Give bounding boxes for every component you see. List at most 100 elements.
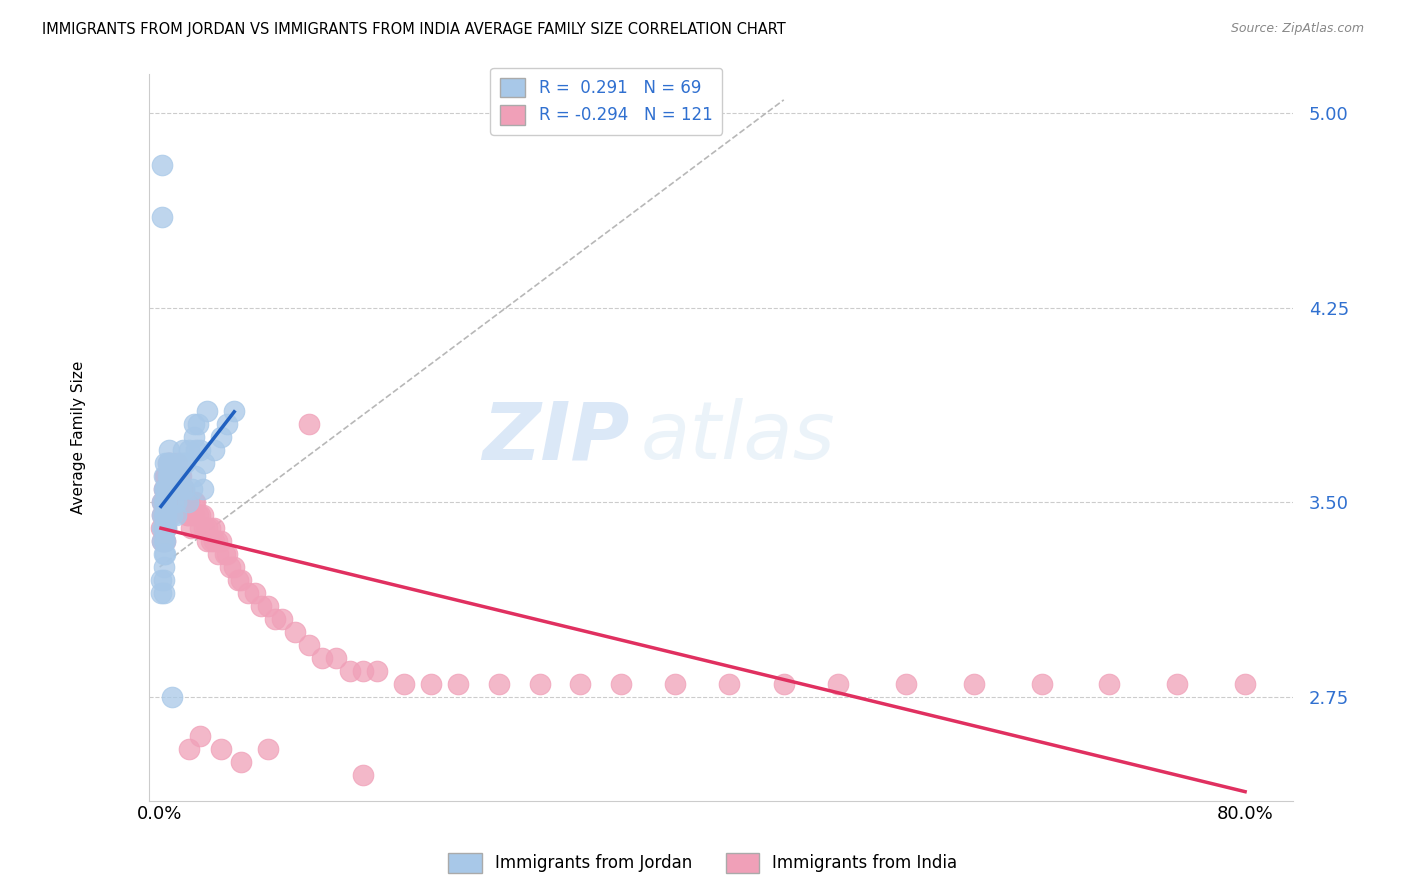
Point: [1166, 677, 1188, 691]
Point: [152, 573, 174, 587]
Text: ZIP: ZIP: [482, 398, 628, 476]
Point: [172, 482, 194, 496]
Point: [152, 469, 174, 483]
Point: [963, 677, 986, 691]
Point: [198, 521, 221, 535]
Point: [160, 690, 183, 704]
Legend: R =  0.291   N = 69, R = -0.294   N = 121: R = 0.291 N = 69, R = -0.294 N = 121: [491, 68, 723, 135]
Point: [447, 677, 470, 691]
Point: [166, 469, 188, 483]
Point: [179, 443, 201, 458]
Point: [325, 651, 347, 665]
Point: [152, 560, 174, 574]
Point: [152, 495, 174, 509]
Point: [157, 508, 180, 523]
Point: [488, 677, 510, 691]
Point: [188, 443, 211, 458]
Point: [162, 482, 184, 496]
Point: [167, 469, 190, 483]
Point: [366, 664, 388, 678]
Point: [172, 456, 194, 470]
Point: [169, 469, 191, 483]
Point: [169, 482, 191, 496]
Point: [159, 469, 181, 483]
Point: [284, 624, 307, 639]
Point: [209, 534, 232, 549]
Point: [188, 508, 211, 523]
Point: [150, 495, 173, 509]
Point: [195, 404, 218, 418]
Point: [153, 508, 176, 523]
Point: [772, 677, 794, 691]
Point: [153, 469, 176, 483]
Point: [664, 677, 686, 691]
Point: [195, 521, 218, 535]
Point: [229, 755, 252, 769]
Point: [155, 482, 177, 496]
Point: [195, 534, 218, 549]
Point: [179, 741, 201, 756]
Point: [226, 573, 249, 587]
Point: [217, 417, 239, 432]
Point: [183, 495, 205, 509]
Point: [174, 495, 197, 509]
Point: [205, 534, 228, 549]
Point: [311, 651, 333, 665]
Point: [153, 534, 176, 549]
Point: [202, 443, 225, 458]
Point: [207, 547, 229, 561]
Text: IMMIGRANTS FROM JORDAN VS IMMIGRANTS FROM INDIA AVERAGE FAMILY SIZE CORRELATION : IMMIGRANTS FROM JORDAN VS IMMIGRANTS FRO…: [42, 22, 786, 37]
Point: [339, 664, 361, 678]
Point: [159, 456, 181, 470]
Point: [224, 404, 246, 418]
Point: [165, 495, 187, 509]
Point: [153, 495, 176, 509]
Point: [153, 534, 176, 549]
Point: [224, 560, 246, 574]
Point: [172, 495, 194, 509]
Text: Source: ZipAtlas.com: Source: ZipAtlas.com: [1230, 22, 1364, 36]
Point: [179, 495, 201, 509]
Point: [157, 443, 180, 458]
Point: [264, 612, 287, 626]
Point: [188, 729, 211, 743]
Point: [250, 599, 273, 613]
Point: [610, 677, 633, 691]
Point: [157, 482, 180, 496]
Point: [159, 456, 181, 470]
Point: [173, 495, 195, 509]
Point: [150, 210, 173, 224]
Point: [170, 482, 193, 496]
Point: [183, 430, 205, 444]
Point: [176, 508, 198, 523]
Point: [177, 495, 200, 509]
Point: [214, 547, 236, 561]
Point: [152, 521, 174, 535]
Point: [420, 677, 443, 691]
Point: [156, 482, 179, 496]
Point: [152, 495, 174, 509]
Point: [1031, 677, 1053, 691]
Point: [187, 508, 209, 523]
Point: [191, 482, 214, 496]
Point: [152, 534, 174, 549]
Point: [167, 482, 190, 496]
Point: [155, 495, 177, 509]
Point: [162, 469, 184, 483]
Point: [352, 664, 374, 678]
Point: [152, 586, 174, 600]
Point: [153, 482, 176, 496]
Point: [180, 521, 202, 535]
Point: [298, 417, 321, 432]
Point: [172, 443, 194, 458]
Point: [149, 573, 172, 587]
Point: [150, 534, 173, 549]
Point: [181, 482, 204, 496]
Point: [163, 482, 186, 496]
Point: [257, 599, 280, 613]
Point: [202, 534, 225, 549]
Point: [191, 508, 214, 523]
Point: [173, 482, 195, 496]
Point: [149, 586, 172, 600]
Point: [150, 508, 173, 523]
